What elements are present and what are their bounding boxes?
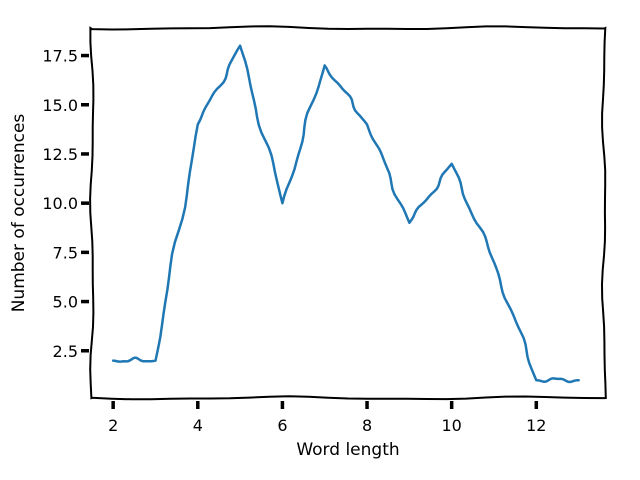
x-tick-label: 12: [526, 416, 546, 435]
x-axis-label: Word length: [296, 440, 399, 460]
y-axis-label: Number of occurrences: [9, 114, 29, 313]
y-tick-label: 5.0: [53, 293, 78, 312]
y-axis: 2.5 5.0 7.5 10.0 12.5 15.0 17.5: [42, 47, 89, 361]
y-tick-label: 7.5: [53, 243, 78, 262]
x-tick-label: 6: [277, 416, 287, 435]
y-tick-label: 15.0: [42, 96, 78, 115]
series-line: [111, 44, 580, 384]
x-axis: 2 4 6 8 10 12: [108, 401, 546, 435]
plot-frame: [89, 25, 607, 401]
y-tick-label: 12.5: [42, 145, 78, 164]
x-tick-label: 2: [108, 416, 118, 435]
y-tick-label: 2.5: [53, 342, 78, 361]
x-tick-label: 8: [362, 416, 372, 435]
y-tick-label: 10.0: [42, 194, 78, 213]
x-tick-label: 4: [193, 416, 203, 435]
y-tick-label: 17.5: [42, 47, 78, 66]
x-tick-label: 10: [441, 416, 461, 435]
